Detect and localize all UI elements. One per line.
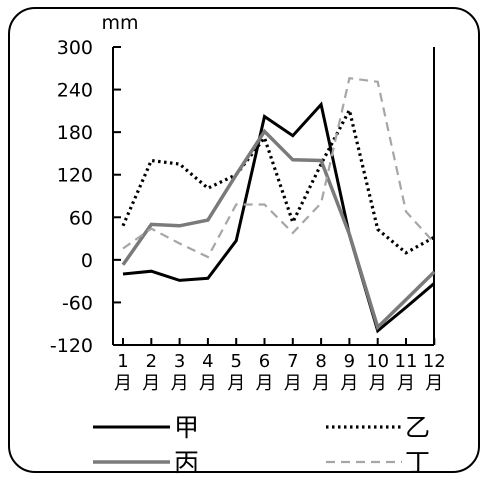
y-axis-ticks: 300 240 180 120 60 0 -60 -120	[50, 37, 121, 357]
series-line-4	[122, 76, 436, 259]
legend-label-1: 甲	[174, 413, 199, 442]
x-tick-month-suffix: 月	[369, 373, 387, 394]
y-tick-label: 60	[69, 207, 93, 229]
series-line-2	[121, 105, 436, 255]
x-tick-month-suffix: 月	[171, 373, 189, 394]
x-tick-label: 10	[366, 351, 389, 372]
x-tick-month-suffix: 月	[256, 373, 274, 394]
x-tick-label: 12	[423, 351, 446, 372]
x-tick-month-suffix: 月	[312, 373, 330, 394]
x-tick-month-suffix: 月	[425, 373, 443, 394]
series-line-3	[121, 128, 436, 331]
x-tick-month-suffix: 月	[114, 373, 132, 394]
legend-label-2: 乙	[405, 413, 430, 442]
x-tick-label: 4	[202, 351, 213, 372]
x-tick-label: 1	[117, 351, 128, 372]
y-axis-unit: mm	[101, 12, 138, 34]
x-tick-month-suffix: 月	[340, 373, 358, 394]
series-lines	[121, 76, 436, 334]
x-tick-month-suffix: 月	[397, 373, 415, 394]
x-tick-month-suffix: 月	[284, 373, 302, 394]
x-tick-label: 9	[344, 351, 355, 372]
y-tick-label: 0	[81, 250, 93, 272]
chart-frame	[8, 7, 480, 473]
x-tick-month-suffix: 月	[227, 373, 245, 394]
x-tick-label: 7	[287, 351, 298, 372]
x-tick-month-suffix: 月	[199, 373, 217, 394]
x-tick-label: 3	[174, 351, 185, 372]
legend-label-3: 丙	[174, 448, 199, 477]
x-tick-month-suffix: 月	[142, 373, 160, 394]
y-tick-label: 240	[57, 80, 93, 102]
x-tick-label: 8	[315, 351, 326, 372]
x-tick-label: 6	[259, 351, 270, 372]
axes	[112, 47, 435, 346]
y-tick-label: 300	[57, 37, 93, 59]
legend: 甲 乙丙 丁	[93, 413, 430, 477]
x-tick-label: 5	[230, 351, 241, 372]
x-tick-label: 11	[395, 351, 418, 372]
y-tick-label: -120	[50, 335, 93, 357]
y-tick-label: 120	[57, 165, 93, 187]
x-tick-label: 2	[146, 351, 157, 372]
legend-label-4: 丁	[405, 448, 430, 477]
series-line-1	[122, 101, 436, 334]
y-tick-label: -60	[62, 292, 93, 314]
y-tick-label: 180	[57, 122, 93, 144]
